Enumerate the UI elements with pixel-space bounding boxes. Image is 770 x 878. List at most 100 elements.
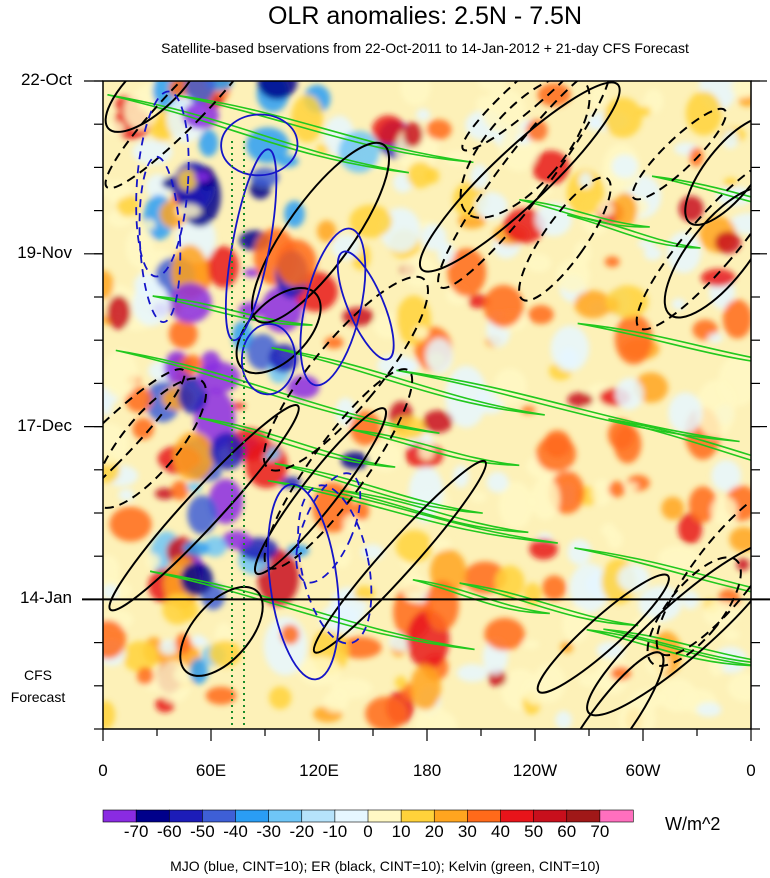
er-contour [312, 459, 487, 654]
mjo-contour [267, 483, 340, 681]
anomaly-cell [208, 478, 243, 524]
anomaly-cell [722, 628, 741, 641]
anomaly-cell [400, 81, 431, 106]
anomaly-cell [207, 246, 239, 288]
anomaly-cell [373, 312, 403, 339]
colorbar-swatch [301, 809, 336, 823]
anomaly-cell [132, 282, 171, 327]
anomaly-cell [573, 240, 592, 266]
colorbar-tick-label: -40 [223, 822, 248, 841]
colorbar-tick-label: 30 [457, 822, 477, 841]
anomaly-cell [530, 477, 560, 521]
anomaly-cell [555, 710, 572, 729]
forecast-label-line1: CFS [24, 667, 52, 683]
anomaly-cell [615, 377, 644, 410]
anomaly-cell [723, 177, 738, 188]
anomaly-cell [189, 658, 208, 685]
anomaly-cell [528, 305, 554, 325]
contour-legend-text: MJO (blue, CINT=10); ER (black, CINT=10)… [170, 858, 600, 874]
y-tick-label: 22-Oct [20, 70, 72, 89]
anomaly-cell [432, 711, 458, 729]
anomaly-cell [556, 258, 591, 293]
anomaly-cell [530, 184, 553, 196]
anomaly-cell [567, 392, 594, 408]
anomaly-cell [407, 161, 434, 189]
anomaly-cell [695, 380, 736, 439]
anomaly-cell [136, 667, 154, 685]
anomaly-cell [402, 254, 438, 288]
anomaly-cell [349, 204, 393, 238]
anomaly-cell [714, 231, 742, 254]
mjo-contour [295, 472, 362, 584]
anomaly-cell [103, 554, 120, 588]
anomaly-cell [526, 119, 548, 142]
anomaly-cell [361, 544, 384, 560]
anomaly-cell [607, 419, 635, 450]
kelvin-contour [586, 628, 751, 667]
mjo-contour [220, 113, 299, 177]
kelvin-contour [174, 94, 474, 164]
kelvin-contour [608, 418, 751, 462]
er-contour [179, 585, 264, 677]
colorbar-swatch [102, 809, 137, 823]
kelvin-contour [412, 578, 550, 615]
er-contour [586, 539, 751, 717]
anomaly-cell [103, 700, 116, 729]
anomaly-cell [403, 122, 423, 148]
anomaly-cell [275, 239, 317, 287]
anomaly-cell [187, 482, 202, 492]
anomaly-cell [604, 256, 620, 268]
anomaly-cell [600, 522, 617, 538]
colorbar-tick-label: -60 [156, 822, 182, 841]
x-tick-label: 120W [512, 761, 558, 780]
kelvin-contour [115, 349, 440, 435]
anomaly-cell [668, 392, 703, 434]
anomaly-cell [338, 636, 382, 659]
anomaly-cell [103, 422, 129, 466]
colorbar-swatch [202, 809, 237, 823]
anomaly-cell [525, 253, 552, 273]
colorbar-tick-label: -10 [322, 822, 348, 841]
anomaly-cell [685, 91, 722, 136]
kelvin-contour [351, 428, 520, 467]
anomaly-cell [280, 624, 300, 645]
anomaly-cell [456, 664, 489, 682]
x-tick-label: 0 [746, 761, 756, 780]
kelvin-contour [396, 369, 740, 443]
kelvin-contour [107, 93, 410, 174]
anomaly-cell [537, 83, 571, 107]
kelvin-contour [519, 198, 650, 228]
colorbar-swatch [367, 809, 402, 823]
colorbar-tick-label: 0 [363, 822, 373, 841]
er-contour [684, 116, 751, 226]
colorbar-swatch [334, 809, 369, 823]
er-contour [553, 651, 665, 729]
er-contours [103, 81, 751, 729]
anomaly-cell [529, 538, 558, 560]
mjo-contour [299, 227, 367, 387]
anomaly-cell [231, 402, 246, 410]
anomaly-cell [730, 81, 751, 98]
kelvin-contour [340, 489, 529, 534]
anomaly-cell [175, 203, 201, 218]
anomaly-cell [145, 553, 160, 569]
anomaly-cell [171, 480, 189, 501]
y-tick-label: 14-Jan [20, 588, 72, 608]
kelvin-contours [107, 93, 751, 667]
anomaly-cell [696, 702, 722, 717]
anomaly-cell [661, 496, 685, 520]
anomaly-cell [727, 672, 751, 703]
er-contour [536, 573, 670, 694]
anomaly-cell [156, 660, 192, 704]
anomaly-cell [162, 593, 194, 625]
anomaly-cell [469, 490, 487, 503]
anomaly-cell [613, 192, 638, 227]
anomaly-cell [477, 81, 507, 91]
anomaly-cell [567, 539, 592, 565]
colorbar-swatch [268, 809, 303, 823]
anomaly-cell [103, 349, 138, 398]
colorbar-swatch [400, 809, 435, 823]
x-tick-label: 120E [299, 761, 339, 780]
anomaly-cell [177, 376, 207, 414]
